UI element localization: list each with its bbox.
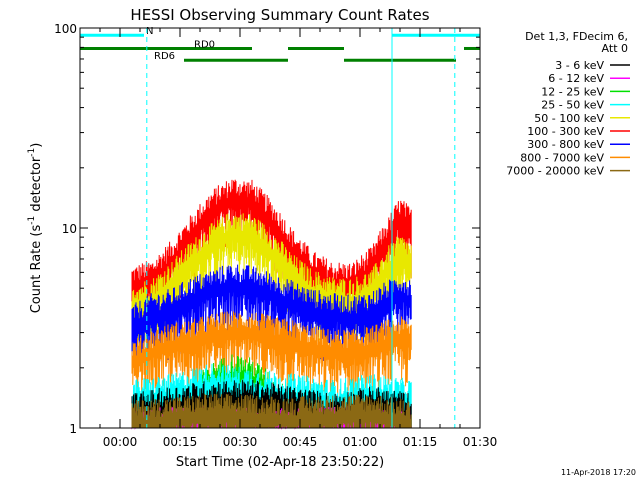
y-tick-label: 1 xyxy=(69,422,77,436)
annotation-label-n: N xyxy=(146,26,153,37)
y-axis-label-sup2: -1 xyxy=(27,148,37,157)
legend-entry: 12 - 25 keV xyxy=(541,85,630,98)
series-7000-20000-kev xyxy=(131,393,412,429)
y-tick-label: 10 xyxy=(62,222,77,236)
y-axis-label: Count Rate (s-1 detector-1) xyxy=(27,143,44,314)
legend-label: 800 - 7000 keV xyxy=(520,151,604,164)
x-tick-label: 01:15 xyxy=(403,435,438,449)
legend-entry: 6 - 12 keV xyxy=(548,72,630,85)
legend-entry: 7000 - 20000 keV xyxy=(506,165,630,178)
legend-header-line1: Det 1,3, FDecim 6, xyxy=(525,30,628,43)
series-300-800-kev xyxy=(131,264,412,372)
legend-entry: 3 - 6 keV xyxy=(555,59,630,72)
legend-entry: 50 - 100 keV xyxy=(534,112,630,125)
x-tick-label: 01:00 xyxy=(343,435,378,449)
x-tick-label: 00:00 xyxy=(103,435,138,449)
legend-label: 25 - 50 keV xyxy=(541,99,604,112)
x-tick-label: 00:45 xyxy=(283,435,318,449)
x-axis-label: Start Time (02-Apr-18 23:50:22) xyxy=(176,455,384,470)
legend-entry: 300 - 800 keV xyxy=(527,138,630,151)
legend-header-line2: Att 0 xyxy=(602,42,628,55)
y-tick-label: 100 xyxy=(54,22,77,36)
annotation-label-rd0: RD0 xyxy=(194,39,215,50)
data-layer xyxy=(131,179,412,430)
x-tick-label: 00:30 xyxy=(223,435,258,449)
chart-title: HESSI Observing Summary Count Rates xyxy=(130,6,429,24)
legend-entry: 25 - 50 keV xyxy=(541,99,630,112)
ticks-layer: 1 10 100 00:00 00:15 00:30 00:45 01:00 01:15 01:3… xyxy=(54,22,497,449)
annotation-label-rd6: RD6 xyxy=(154,51,175,62)
legend-label: 50 - 100 keV xyxy=(534,112,604,125)
y-axis-label-end: ) xyxy=(29,143,44,148)
series-800-7000-kev xyxy=(131,311,412,406)
legend-entry: 800 - 7000 keV xyxy=(520,151,630,164)
legend-label: 300 - 800 keV xyxy=(527,138,604,151)
y-axis-label-mid: detector xyxy=(29,156,44,216)
legend-label: 7000 - 20000 keV xyxy=(506,165,604,178)
legend-label: 100 - 300 keV xyxy=(527,125,604,138)
y-axis-label-sup1: -1 xyxy=(27,216,37,225)
date-stamp: 11-Apr-2018 17:20 xyxy=(561,468,636,477)
legend-label: 12 - 25 keV xyxy=(541,85,604,98)
legend-label: 3 - 6 keV xyxy=(555,59,604,72)
x-tick-label: 01:30 xyxy=(463,435,498,449)
legend-label: 6 - 12 keV xyxy=(548,72,604,85)
x-tick-label: 00:15 xyxy=(163,435,198,449)
y-axis-label-main: Count Rate (s xyxy=(29,225,44,314)
legend-entry: 100 - 300 keV xyxy=(527,125,630,138)
